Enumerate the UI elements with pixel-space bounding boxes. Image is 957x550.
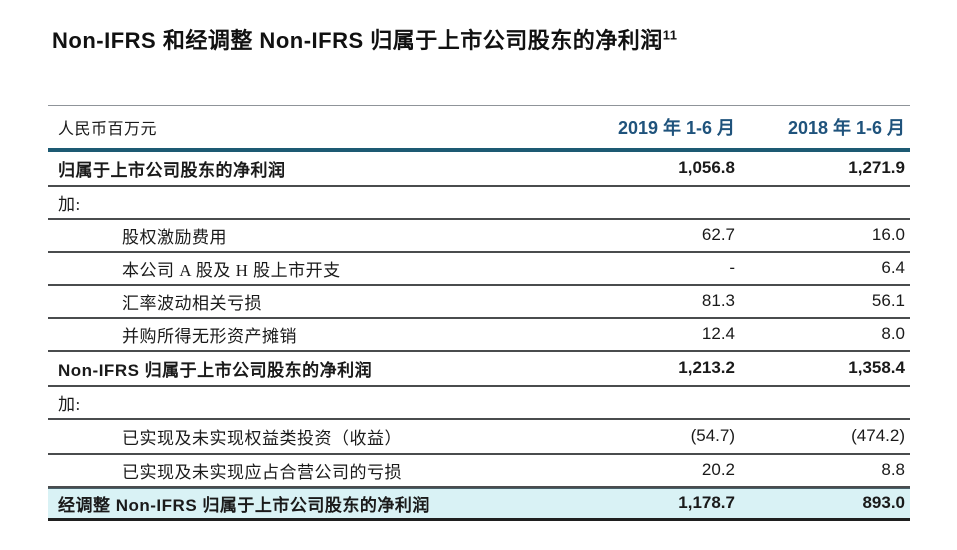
- value-2018: 8.8: [881, 460, 905, 479]
- column-header-2018: 2018 年 1-6 月: [787, 117, 905, 138]
- row-label: 经调整 Non-IFRS 归属于上市公司股东的净利润: [58, 495, 430, 515]
- unit-label: 人民币百万元: [58, 120, 158, 138]
- row-label: 归属于上市公司股东的净利润: [58, 160, 286, 180]
- value-2019: 1,178.7: [678, 493, 735, 512]
- table-row: 加:: [48, 187, 910, 220]
- table-row: Non-IFRS 归属于上市公司股东的净利润 1,213.2 1,358.4: [48, 352, 910, 387]
- table-row: 归属于上市公司股东的净利润 1,056.8 1,271.9: [48, 152, 910, 187]
- value-2019: 81.3: [701, 291, 735, 310]
- table-row: 已实现及未实现应占合营公司的亏损 20.2 8.8: [48, 455, 910, 488]
- row-label: 股权激励费用: [122, 227, 227, 247]
- table-row: 已实现及未实现权益类投资（收益） (54.7) (474.2): [48, 420, 910, 455]
- value-2018: 16.0: [871, 225, 905, 244]
- row-label: 加:: [58, 194, 81, 214]
- value-2019: (54.7): [690, 426, 735, 445]
- value-2018: 6.4: [881, 258, 905, 277]
- value-2018: 8.0: [881, 324, 905, 343]
- value-2019: 1,213.2: [678, 358, 735, 377]
- value-2019: 62.7: [701, 225, 735, 244]
- value-2018: 1,358.4: [848, 358, 905, 377]
- table-row: 本公司 A 股及 H 股上市开支 - 6.4: [48, 253, 910, 286]
- value-2018: (474.2): [851, 426, 905, 445]
- row-label: 并购所得无形资产摊销: [122, 326, 297, 346]
- row-label: 已实现及未实现应占合营公司的亏损: [122, 462, 402, 482]
- row-label: 已实现及未实现权益类投资（收益）: [122, 428, 402, 448]
- page-title-text: Non-IFRS 和经调整 Non-IFRS 归属于上市公司股东的净利润: [52, 28, 663, 53]
- row-label: 汇率波动相关亏损: [122, 293, 262, 313]
- footnote-marker: 11: [662, 27, 678, 43]
- value-2018: 893.0: [862, 493, 905, 512]
- value-2019: 20.2: [701, 460, 735, 479]
- financial-table: 人民币百万元 2019 年 1-6 月 2018 年 1-6 月 归属于上市公司…: [48, 104, 910, 521]
- table-row-adjusted-total: 经调整 Non-IFRS 归属于上市公司股东的净利润 1,178.7 893.0: [48, 487, 910, 521]
- value-2018: 1,271.9: [848, 158, 905, 177]
- column-header-2019: 2019 年 1-6 月: [617, 117, 735, 138]
- row-label: 加:: [58, 394, 81, 414]
- table-row: 汇率波动相关亏损 81.3 56.1: [48, 286, 910, 319]
- table-row: 股权激励费用 62.7 16.0: [48, 220, 910, 253]
- row-label: 本公司 A 股及 H 股上市开支: [122, 260, 341, 280]
- value-2019: 12.4: [701, 324, 735, 343]
- table-row: 加:: [48, 387, 910, 420]
- table-row: 并购所得无形资产摊销 12.4 8.0: [48, 319, 910, 352]
- value-2018: 56.1: [871, 291, 905, 310]
- row-label: Non-IFRS 归属于上市公司股东的净利润: [58, 360, 373, 380]
- page-title: Non-IFRS 和经调整 Non-IFRS 归属于上市公司股东的净利润11: [52, 27, 910, 55]
- value-2019: -: [729, 258, 735, 277]
- value-2019: 1,056.8: [678, 158, 735, 177]
- table-header-row: 人民币百万元 2019 年 1-6 月 2018 年 1-6 月: [48, 106, 910, 152]
